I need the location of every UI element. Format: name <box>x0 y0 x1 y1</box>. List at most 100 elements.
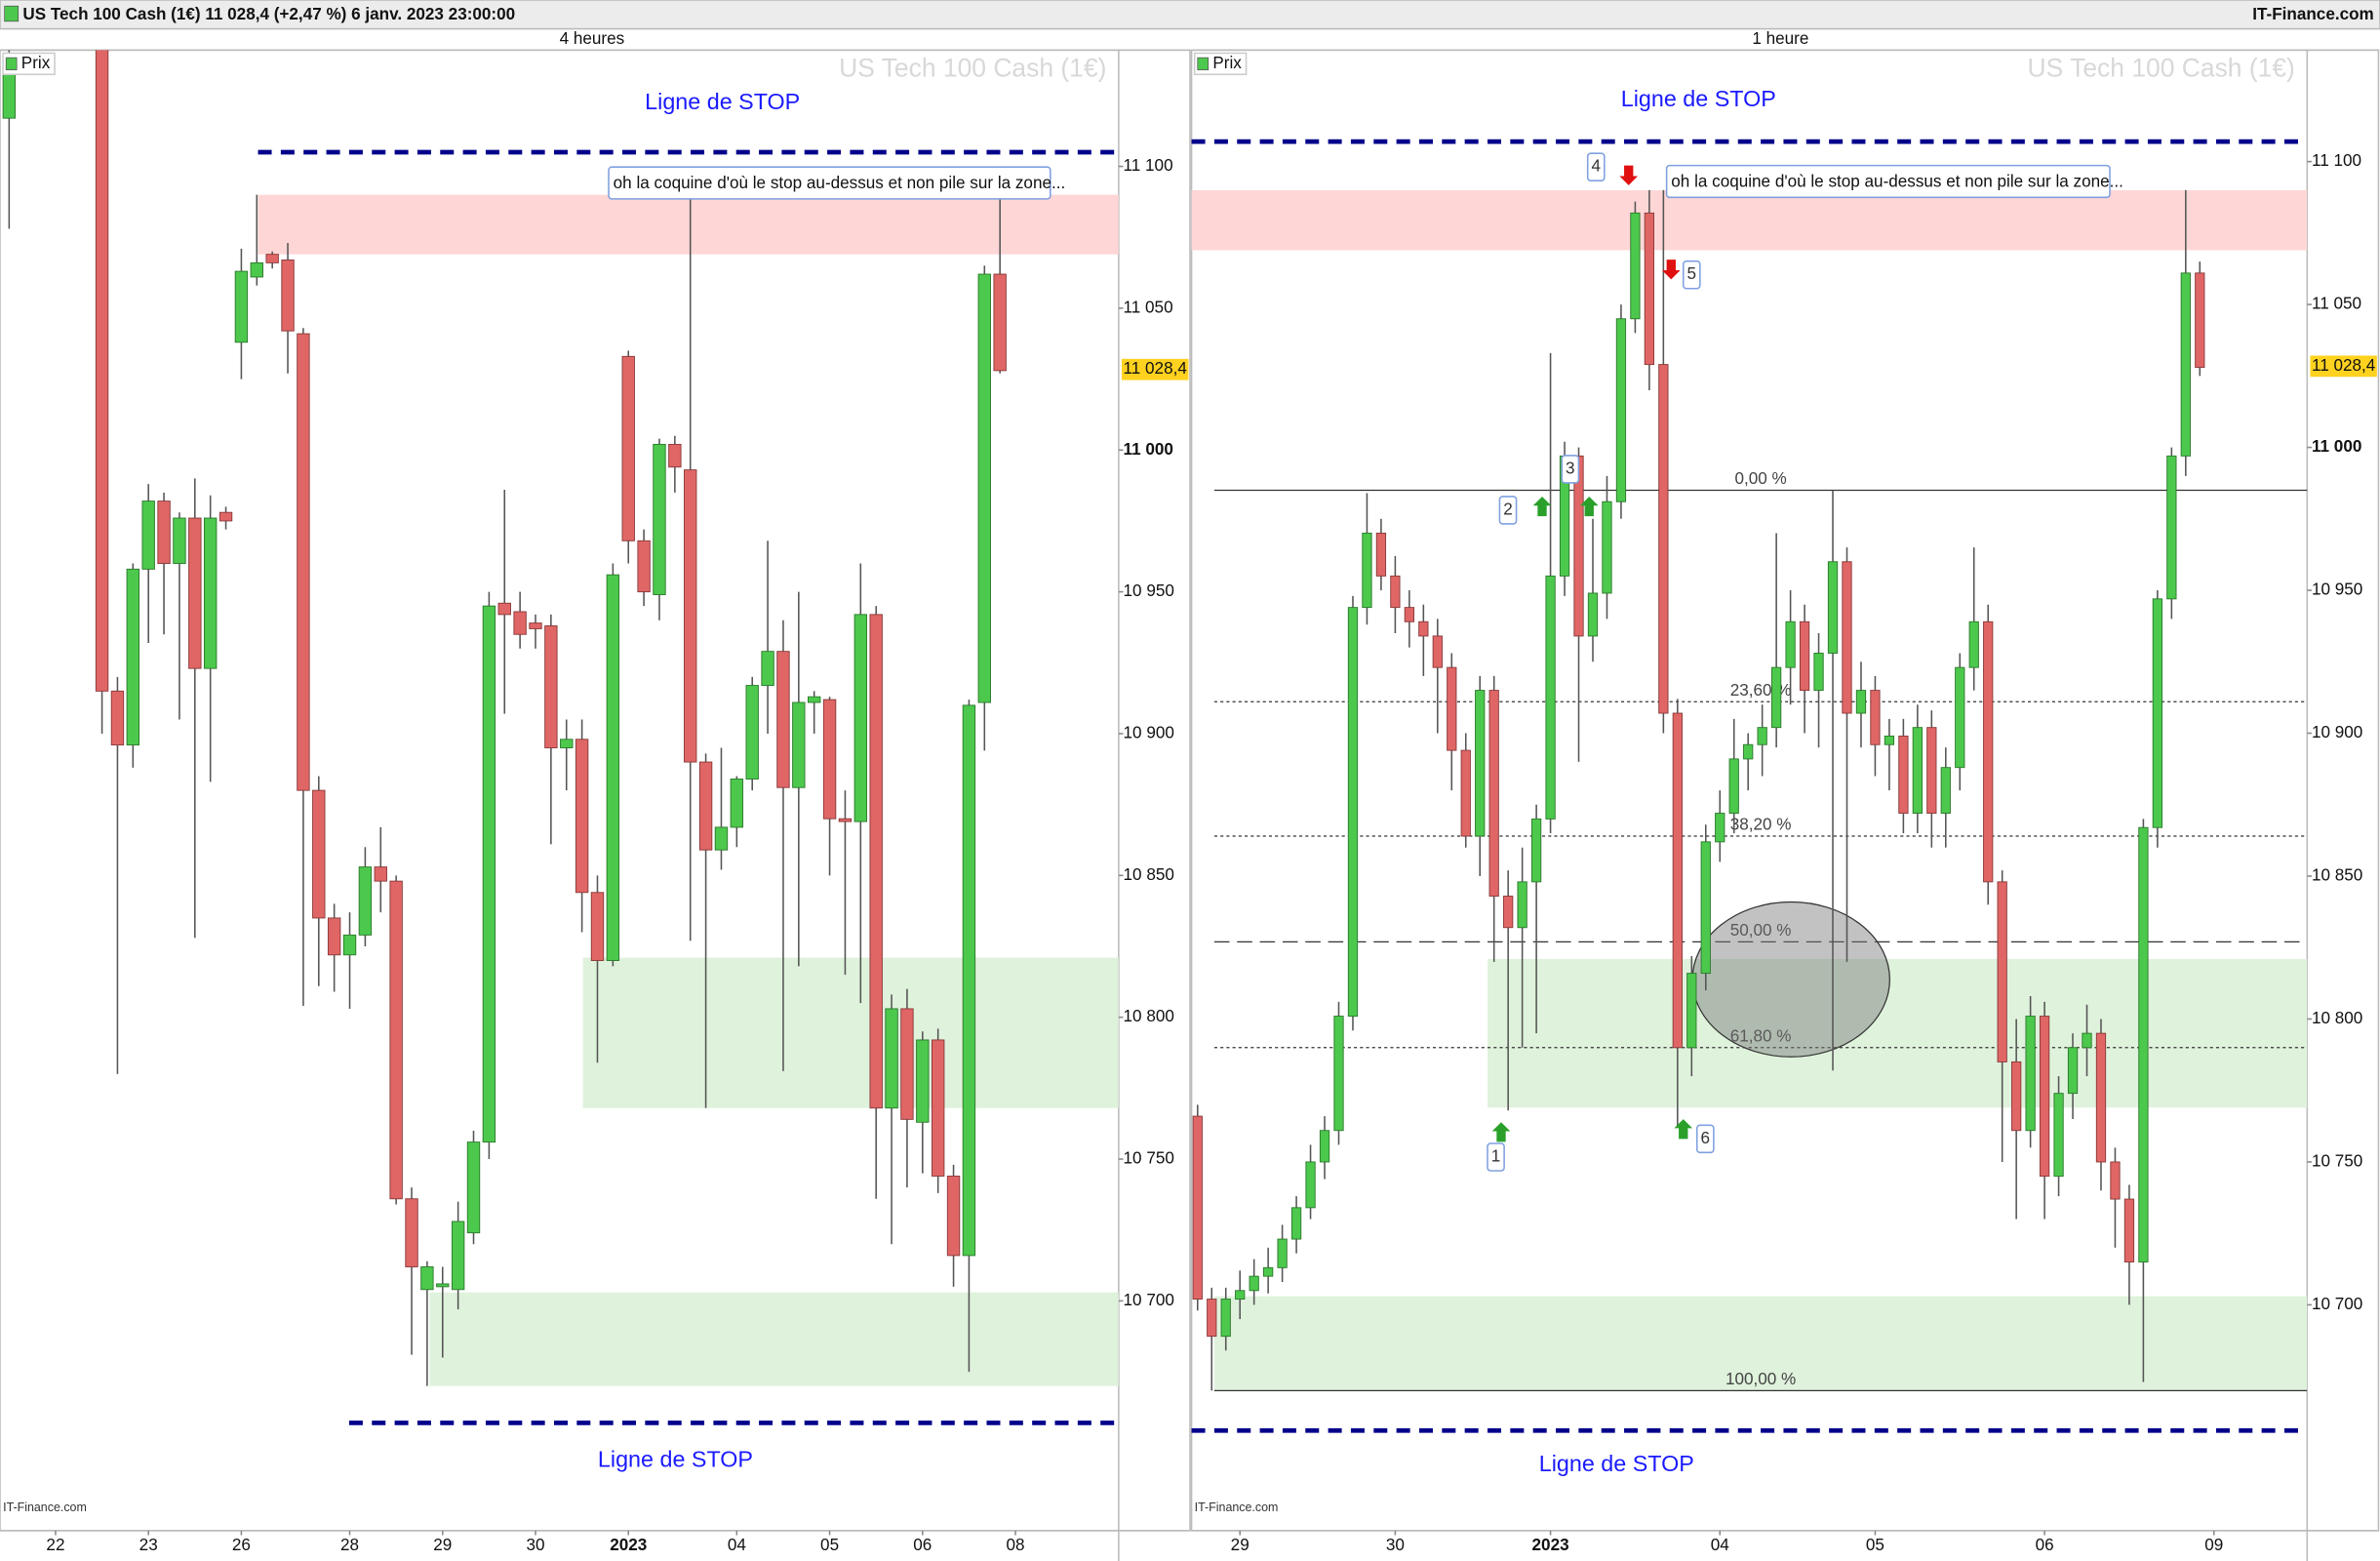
y-tick-label: 10 800 <box>2312 1009 2362 1027</box>
candle-body <box>1940 767 1951 815</box>
candle-body <box>590 892 605 962</box>
candle-body <box>900 1008 914 1120</box>
candle-body <box>1686 973 1697 1049</box>
candle-body <box>2025 1016 2036 1132</box>
marker-tag <box>1561 455 1580 484</box>
x-tick-label: 2023 <box>1532 1536 1569 1554</box>
candle-body <box>1390 575 1401 609</box>
candle-body <box>1235 1290 1246 1301</box>
fib-label: 50,00 % <box>1730 921 1792 940</box>
y-tick-label: 10 950 <box>1124 581 1174 600</box>
candle-body <box>1615 318 1627 502</box>
last-price-box <box>1121 358 1189 380</box>
candle-body <box>265 254 279 263</box>
candle-body <box>436 1283 450 1288</box>
candle-body <box>1672 712 1683 1049</box>
y-tick-label: 10 750 <box>1124 1149 1174 1168</box>
candle-body <box>1983 620 1994 883</box>
zone <box>1191 189 2308 251</box>
x-tick-label: 04 <box>1711 1536 1730 1554</box>
candle-body <box>621 355 635 541</box>
candle-body <box>2195 272 2205 369</box>
candle-body <box>1207 1299 1217 1338</box>
plot <box>2 50 1119 1386</box>
candle-body <box>95 50 109 692</box>
candle-body <box>2082 1032 2092 1049</box>
candle-body <box>297 333 310 791</box>
zone <box>582 957 1119 1108</box>
candle-body <box>1799 620 1810 692</box>
zone <box>1488 958 2308 1108</box>
candle-body <box>560 739 574 748</box>
x-tick-label: 30 <box>526 1536 544 1554</box>
candle-body <box>2095 1032 2107 1163</box>
marker-tag <box>1586 152 1606 181</box>
y-tick-label: 11 000 <box>2312 437 2361 456</box>
candle-body <box>1884 735 1895 745</box>
candle-body <box>173 517 186 565</box>
candle-body <box>885 1008 898 1109</box>
candle-body <box>188 517 202 669</box>
candle-body <box>1488 690 1499 897</box>
candle-body <box>808 696 821 703</box>
zone <box>1213 1296 2308 1391</box>
candle-body <box>745 685 759 780</box>
legend-label: Prix <box>1212 54 1242 72</box>
candle-body <box>1813 653 1824 692</box>
stop-label: Ligne de STOP <box>598 1446 753 1471</box>
candle-body <box>1757 727 1767 745</box>
candle-body <box>869 614 883 1109</box>
candle-body <box>1968 620 1979 668</box>
candle-body <box>977 273 991 703</box>
y-tick-label: 10 900 <box>2312 723 2362 741</box>
candle-body <box>513 611 527 635</box>
stop-label: Ligne de STOP <box>1539 1451 1694 1476</box>
highlight-ellipse <box>1691 901 1890 1058</box>
y-tick-label: 11 050 <box>1124 298 1173 316</box>
y-tick-label: 11 100 <box>1124 156 1173 175</box>
x-tick-label: 23 <box>139 1536 158 1554</box>
candle-body <box>1855 690 1867 714</box>
panel-title: 4 heures <box>560 29 625 48</box>
marker-arrow <box>1579 496 1599 517</box>
y-tick-label: 11 000 <box>1124 440 1173 459</box>
candle-body <box>157 500 171 565</box>
candle-body <box>482 605 496 1143</box>
panel-title: 1 heure <box>1752 29 1808 48</box>
x-tick-label: 08 <box>1007 1536 1025 1554</box>
candle-body <box>1503 896 1514 929</box>
candle-body <box>946 1176 961 1257</box>
marker-arrow <box>1661 260 1681 280</box>
candle-body <box>714 826 729 851</box>
candle-body <box>126 568 140 746</box>
marker-tag <box>1682 260 1701 290</box>
candle-body <box>281 260 295 332</box>
candle-body <box>792 701 806 788</box>
candle-body <box>1362 532 1372 609</box>
candle-body <box>1997 881 2007 1062</box>
candle-body <box>1644 212 1655 366</box>
candle-body <box>1926 727 1937 815</box>
legend-label: Prix <box>21 54 51 72</box>
candle-body <box>358 866 373 936</box>
candle-body <box>327 917 341 956</box>
candle-body <box>1770 666 1782 729</box>
candle-body <box>1728 758 1739 815</box>
y-tick-label: 10 850 <box>1124 865 1174 884</box>
plot-frame <box>0 49 1191 1532</box>
candle-body <box>250 261 263 278</box>
candle-body <box>1475 690 1486 837</box>
candle-body <box>1573 455 1584 637</box>
candle-body <box>141 500 155 570</box>
y-tick-label: 10 850 <box>2312 866 2362 885</box>
zone <box>429 1292 1119 1386</box>
y-tick-label: 11 100 <box>2312 151 2361 170</box>
candle-body <box>2039 1016 2050 1178</box>
candle-body <box>2152 598 2163 828</box>
marker-label: 4 <box>1592 157 1602 176</box>
candle-body <box>1530 818 1542 883</box>
candle-body <box>2138 826 2149 1262</box>
marker-label: 6 <box>1701 1129 1711 1147</box>
